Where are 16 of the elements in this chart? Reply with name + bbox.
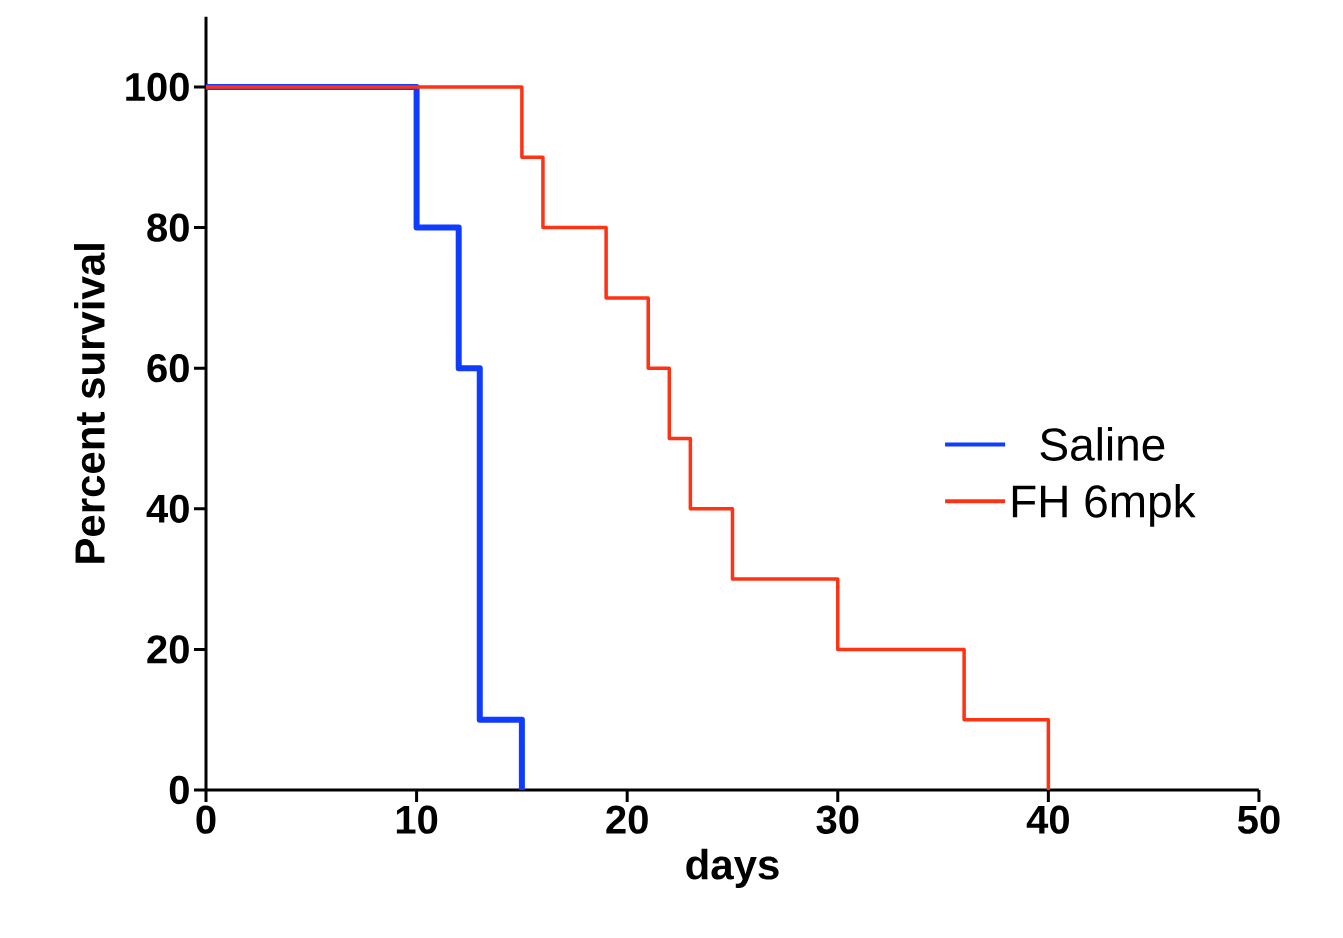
x-tick-label: 40 <box>1026 805 1069 834</box>
y-tick-label: 40 <box>146 494 189 523</box>
x-tick-label: 20 <box>606 805 648 834</box>
y-tick-label: 100 <box>126 72 189 102</box>
x-tick-label: 0 <box>196 805 216 834</box>
x-tick-label: 10 <box>396 805 438 834</box>
legend-label: Saline <box>1040 427 1165 461</box>
y-tick-label: 80 <box>147 213 189 242</box>
y-tick-label: 20 <box>147 635 189 664</box>
legend-label: FH 6mpk <box>1012 483 1196 527</box>
y-tick-label: 60 <box>147 354 189 383</box>
x-tick-label: 30 <box>816 805 859 834</box>
x-axis-title: days <box>686 848 779 888</box>
y-tick-label: 0 <box>169 775 189 805</box>
x-tick-label: 50 <box>1237 805 1280 834</box>
y-axis-title: Percent survival <box>74 244 105 563</box>
